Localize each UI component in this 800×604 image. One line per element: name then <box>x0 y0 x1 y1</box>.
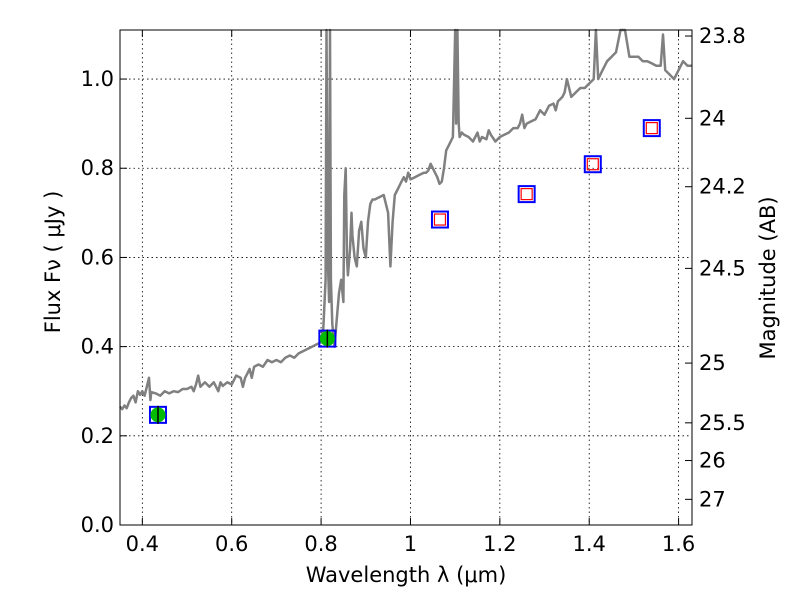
photometry-square-marker <box>642 119 661 138</box>
x-tick-label: 1.2 <box>483 532 516 556</box>
right-tick-label: 25 <box>699 351 726 375</box>
x-axis-title: Wavelength λ (μm) <box>306 563 507 587</box>
right-tick-label: 26 <box>699 449 726 473</box>
right-tick-label: 24.2 <box>699 175 746 199</box>
photometry-square-marker <box>517 185 536 204</box>
grid <box>120 30 692 526</box>
ticks: 0.4 0.6 0.8 1 1.2 1.4 1.6 0.0 0.2 0.4 0.6 0.8 1.0 23.… <box>81 24 746 556</box>
model-square-marker <box>586 158 599 171</box>
y-tick-label: 0.4 <box>81 335 114 359</box>
x-tick-label: 0.8 <box>304 532 337 556</box>
photometry-square-marker <box>583 155 602 174</box>
y-axis-title: Flux Fν ( μJy ) <box>41 191 65 334</box>
y-tick-label: 0.8 <box>81 156 114 180</box>
right-tick-label: 24 <box>699 106 726 130</box>
right-tick-label: 24.5 <box>699 256 746 280</box>
x-tick-label: 1.4 <box>573 532 606 556</box>
model-square-marker <box>433 213 447 226</box>
x-tick-label: 1 <box>404 532 417 556</box>
x-tick-label: 0.6 <box>215 532 248 556</box>
right-tick-label: 27 <box>699 487 726 511</box>
x-tick-label: 0.4 <box>126 532 159 556</box>
photometry-square-marker <box>430 210 449 229</box>
right-axis-title: Magnitude (AB) <box>756 196 780 359</box>
x-tick-label: 1.6 <box>662 532 695 556</box>
right-tick-label: 23.8 <box>699 24 746 48</box>
y-tick-label: 0.0 <box>81 513 114 537</box>
model-square-marker <box>645 122 658 135</box>
plot-frame <box>119 29 693 526</box>
spectrum-line <box>119 28 692 411</box>
y-tick-label: 0.2 <box>81 424 114 448</box>
right-tick-label: 25.5 <box>699 411 746 435</box>
y-tick-label: 1.0 <box>81 67 114 91</box>
y-tick-label: 0.6 <box>81 245 114 269</box>
model-square-marker <box>520 188 533 201</box>
series-layer <box>119 28 692 424</box>
